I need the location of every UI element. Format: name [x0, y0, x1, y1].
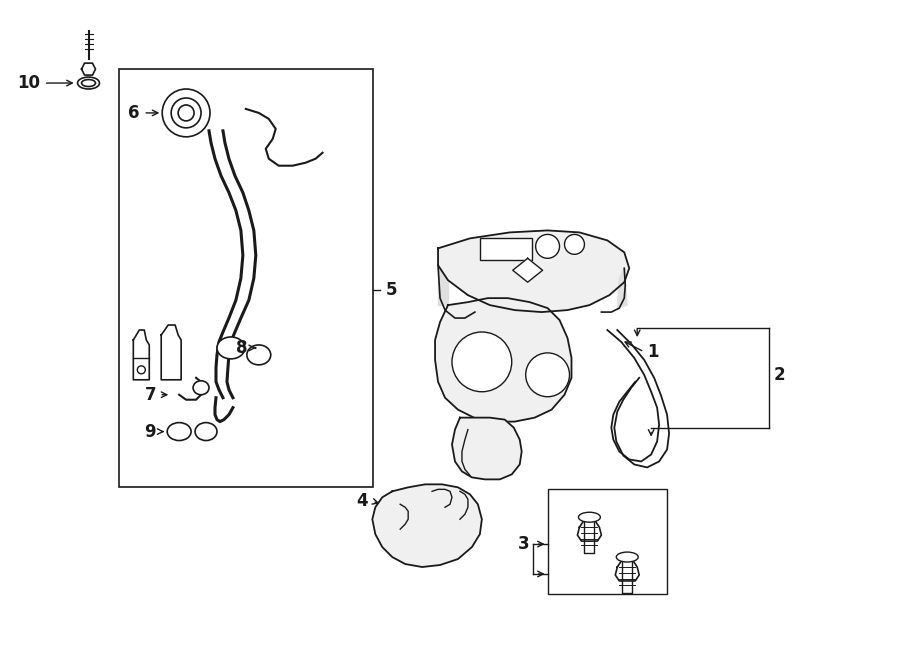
Polygon shape: [617, 268, 627, 308]
Text: 6: 6: [128, 104, 140, 122]
Polygon shape: [513, 258, 543, 282]
Polygon shape: [435, 298, 572, 422]
Ellipse shape: [247, 345, 271, 365]
Text: 8: 8: [236, 339, 248, 357]
Ellipse shape: [162, 89, 210, 137]
Ellipse shape: [195, 422, 217, 440]
Polygon shape: [616, 561, 639, 581]
Ellipse shape: [82, 79, 95, 87]
Text: 2: 2: [774, 366, 786, 384]
Ellipse shape: [178, 105, 194, 121]
Ellipse shape: [77, 77, 100, 89]
Polygon shape: [438, 231, 629, 312]
Ellipse shape: [167, 422, 191, 440]
Text: 4: 4: [356, 492, 368, 510]
Polygon shape: [161, 325, 181, 380]
Polygon shape: [452, 418, 522, 479]
Ellipse shape: [616, 552, 638, 562]
Bar: [547, 489, 667, 594]
Circle shape: [138, 366, 145, 374]
Text: 10: 10: [17, 74, 40, 92]
Text: 7: 7: [145, 386, 157, 404]
Polygon shape: [133, 330, 149, 380]
Polygon shape: [82, 63, 95, 75]
Ellipse shape: [579, 512, 600, 522]
Circle shape: [564, 235, 584, 254]
Polygon shape: [438, 265, 448, 305]
Bar: [480, 239, 532, 260]
Ellipse shape: [217, 337, 245, 359]
Circle shape: [536, 235, 560, 258]
Text: 1: 1: [647, 343, 659, 361]
Bar: [120, 69, 374, 487]
Circle shape: [452, 332, 512, 392]
Ellipse shape: [171, 98, 201, 128]
Text: 5: 5: [385, 281, 397, 299]
Circle shape: [526, 353, 570, 397]
Ellipse shape: [194, 381, 209, 395]
Text: 3: 3: [518, 535, 530, 553]
Text: 9: 9: [145, 422, 157, 441]
Polygon shape: [578, 521, 601, 541]
Polygon shape: [179, 378, 201, 400]
Polygon shape: [373, 485, 482, 567]
